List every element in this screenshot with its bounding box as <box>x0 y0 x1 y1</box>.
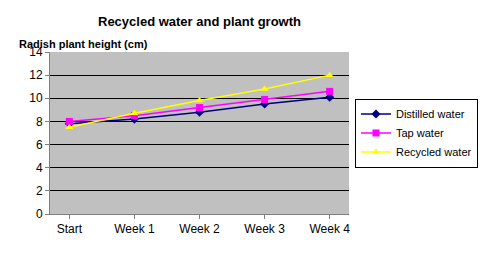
svg-text:Week 4: Week 4 <box>309 222 350 236</box>
svg-text:Week 1: Week 1 <box>114 222 155 236</box>
svg-text:10: 10 <box>29 91 43 105</box>
svg-text:2: 2 <box>36 184 43 198</box>
svg-text:Week 3: Week 3 <box>244 222 285 236</box>
svg-text:0: 0 <box>36 207 43 221</box>
svg-text:14: 14 <box>29 45 43 59</box>
svg-text:Distilled water: Distilled water <box>396 108 465 120</box>
svg-text:Radish plant height (cm): Radish plant height (cm) <box>19 38 148 50</box>
svg-text:Recycled water: Recycled water <box>396 146 472 158</box>
svg-text:6: 6 <box>36 138 43 152</box>
svg-text:Tap water: Tap water <box>396 127 444 139</box>
svg-text:12: 12 <box>29 68 43 82</box>
svg-text:Week 2: Week 2 <box>179 222 220 236</box>
svg-text:4: 4 <box>36 161 43 175</box>
svg-text:Recycled water and plant growt: Recycled water and plant growth <box>98 14 301 29</box>
svg-text:Start: Start <box>57 222 83 236</box>
svg-text:8: 8 <box>36 115 43 129</box>
